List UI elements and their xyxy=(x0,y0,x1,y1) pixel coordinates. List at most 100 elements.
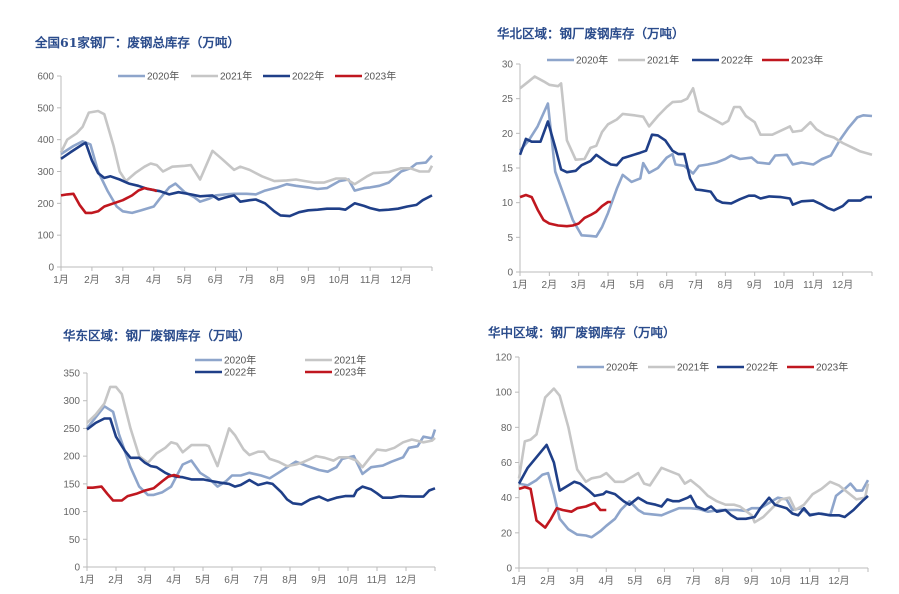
legend-item: 2023年 xyxy=(762,54,823,67)
legend-label: 2021年 xyxy=(647,54,679,67)
legend-item: 2021年 xyxy=(305,354,366,367)
y-tick-label: 50 xyxy=(69,535,81,546)
series-line-2021 xyxy=(59,109,434,186)
x-tick-label: 4月 xyxy=(166,574,182,586)
x-tick-label: 6月 xyxy=(224,574,240,586)
legend-label: 2020年 xyxy=(576,54,608,67)
y-tick-label: 200 xyxy=(37,199,54,210)
series-line-2023 xyxy=(519,193,611,228)
x-tick-label: 5月 xyxy=(630,279,646,291)
x-tick-label: 4月 xyxy=(598,575,614,587)
legend-item: 2021年 xyxy=(648,361,709,374)
x-tick-label: 12月 xyxy=(391,274,412,286)
x-tick-label: 8月 xyxy=(282,574,298,586)
x-tick-label: 10月 xyxy=(770,575,791,587)
y-tick-label: 10 xyxy=(502,198,514,209)
legend-label: 2020年 xyxy=(224,354,256,367)
y-tick-label: 0 xyxy=(507,268,513,279)
legend-label: 2023年 xyxy=(816,361,848,374)
x-tick-label: 8月 xyxy=(270,274,286,286)
legend-label: 2022年 xyxy=(721,54,753,67)
x-tick-label: 10月 xyxy=(773,279,794,291)
y-tick-label: 120 xyxy=(495,353,512,364)
x-tick-label: 9月 xyxy=(301,274,317,286)
y-tick-label: 20 xyxy=(502,129,514,140)
x-tick-label: 3月 xyxy=(137,574,153,586)
chart-4: 华中区域：钢厂废钢库存（万吨） 0 20 40 60 80 100 120 1月 2月 3月 4月 5月… xyxy=(488,325,870,587)
y-tick-label: 600 xyxy=(37,72,54,83)
y-tick-label: 0 xyxy=(74,563,80,574)
series-line-2022 xyxy=(60,141,433,218)
x-tick-label: 7月 xyxy=(253,574,269,586)
x-tick-label: 4月 xyxy=(600,279,616,291)
legend-item: 2022年 xyxy=(263,70,324,83)
y-tick-label: 25 xyxy=(502,94,514,105)
legend-item: 2022年 xyxy=(692,54,753,67)
series-line-2020 xyxy=(60,140,433,215)
legend-item: 2021年 xyxy=(191,70,252,83)
x-tick-label: 11月 xyxy=(803,279,823,291)
y-tick-label: 5 xyxy=(507,233,513,244)
legend-label: 2023年 xyxy=(791,54,823,67)
x-tick-label: 3月 xyxy=(571,279,587,291)
x-tick-label: 1月 xyxy=(79,574,95,586)
series-line-2023 xyxy=(87,473,181,502)
x-tick-label: 8月 xyxy=(718,279,734,291)
x-tick-label: 12月 xyxy=(832,279,853,291)
x-tick-label: 1月 xyxy=(53,274,69,286)
series-line-2021 xyxy=(519,75,873,161)
x-tick-label: 6月 xyxy=(657,575,673,587)
series-line-2022 xyxy=(517,443,869,521)
legend-item: 2020年 xyxy=(577,361,638,374)
x-tick-label: 8月 xyxy=(715,575,731,587)
legend-label: 2020年 xyxy=(147,70,179,83)
x-tick-label: 5月 xyxy=(628,575,644,587)
y-tick-label: 40 xyxy=(501,493,513,504)
x-tick-label: 1月 xyxy=(511,575,527,587)
legend-label: 2022年 xyxy=(292,70,324,83)
chart-title: 全国61家钢厂：废钢总库存（万吨） xyxy=(34,35,240,50)
legend-item: 2020年 xyxy=(118,70,179,83)
legend-label: 2021年 xyxy=(220,70,252,83)
y-tick-label: 80 xyxy=(501,423,513,434)
legend-item: 2023年 xyxy=(787,361,848,374)
x-tick-label: 4月 xyxy=(146,274,162,286)
legend-label: 2021年 xyxy=(334,354,366,367)
legend-item: 2021年 xyxy=(618,54,679,67)
chart-title: 华中区域：钢厂废钢库存（万吨） xyxy=(488,325,676,340)
chart-title: 华东区域：钢厂废钢库存（万吨） xyxy=(63,328,251,343)
x-tick-label: 12月 xyxy=(395,574,416,586)
x-tick-label: 2月 xyxy=(84,274,100,286)
y-tick-label: 60 xyxy=(501,458,513,469)
y-tick-label: 30 xyxy=(502,60,514,71)
x-tick-label: 9月 xyxy=(747,279,763,291)
x-tick-label: 11月 xyxy=(367,574,387,586)
x-tick-label: 3月 xyxy=(115,274,131,286)
y-tick-label: 100 xyxy=(63,507,80,518)
chart-2: 华北区域：钢厂废钢库存（万吨） 0 5 10 15 20 25 30 1月 2月 3月 4月 5月 6月 7… xyxy=(497,26,873,291)
chart-title: 华北区域：钢厂废钢库存（万吨） xyxy=(497,26,685,41)
legend-label: 2023年 xyxy=(334,366,366,379)
legend-item: 2023年 xyxy=(305,366,366,379)
x-tick-label: 9月 xyxy=(311,574,327,586)
y-tick-label: 400 xyxy=(37,135,54,146)
y-tick-label: 250 xyxy=(63,424,80,435)
series-line-2022 xyxy=(86,417,436,506)
series-line-2020 xyxy=(519,102,873,238)
legend-item: 2022年 xyxy=(195,366,256,379)
y-tick-label: 500 xyxy=(37,103,54,114)
x-tick-label: 7月 xyxy=(686,575,702,587)
y-tick-label: 300 xyxy=(63,396,80,407)
y-tick-label: 20 xyxy=(501,528,513,539)
chart-1: 全国61家钢厂：废钢总库存（万吨） 0 100 200 300 400 500 600 1月 2月… xyxy=(34,35,434,286)
y-tick-label: 0 xyxy=(48,263,54,274)
x-tick-label: 10月 xyxy=(337,574,358,586)
x-tick-label: 9月 xyxy=(744,575,760,587)
y-tick-label: 200 xyxy=(63,452,80,463)
y-tick-label: 15 xyxy=(502,164,514,175)
x-tick-label: 11月 xyxy=(800,575,820,587)
x-tick-label: 2月 xyxy=(108,574,124,586)
legend-label: 2022年 xyxy=(224,366,256,379)
x-tick-label: 6月 xyxy=(208,274,224,286)
